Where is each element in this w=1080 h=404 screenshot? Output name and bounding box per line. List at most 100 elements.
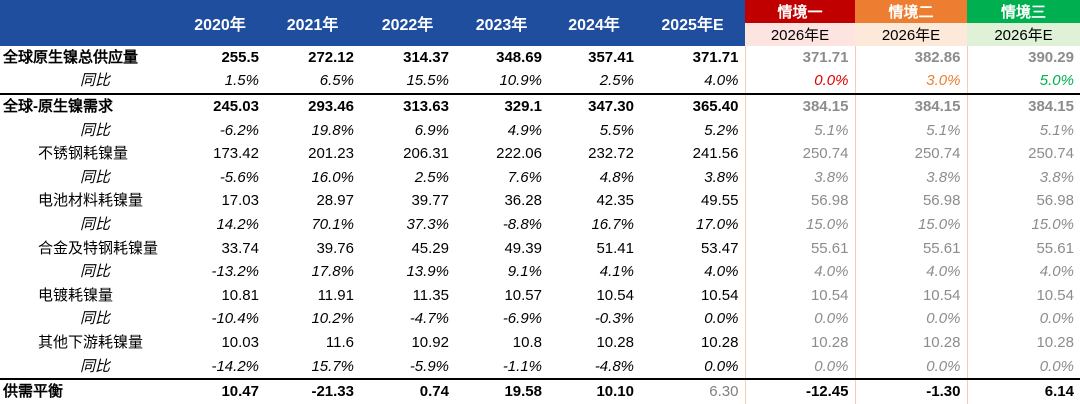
value-cell: 15.7% — [311, 357, 354, 375]
value-cell: 55.61 — [744, 236, 855, 261]
value-cell: 4.0% — [744, 260, 855, 284]
year-header: 2024年 — [548, 0, 640, 46]
value-cell: 201.23 — [308, 145, 354, 163]
value-cell: 314.37 — [403, 48, 449, 66]
table-row: 电池材料耗镍量 17.03 28.97 39.77 36.28 42.35 49.55 56.… — [0, 189, 1080, 214]
value-cell: 10.92 — [411, 333, 449, 351]
value-cell: 4.0% — [704, 72, 739, 90]
value-cell: 0.0% — [966, 354, 1080, 380]
row-label: 供需平衡 — [0, 378, 175, 404]
value-cell: 15.0% — [744, 213, 855, 237]
value-cell: 3.8% — [704, 168, 739, 186]
value-cell: 19.8% — [311, 121, 354, 139]
value-cell: 293.46 — [265, 93, 360, 119]
year-header: 2025年E — [640, 0, 745, 46]
value-cell: 10.28 — [700, 333, 739, 351]
value-cell: -8.8% — [502, 215, 542, 233]
scenario-year: 2026年E — [967, 23, 1080, 46]
value-cell: 16.7% — [591, 215, 634, 233]
table-row: 同比 1.5% 6.5% 15.5% 10.9% 2.5% 4.0% 0.0% 3.0% 5.0% — [0, 69, 1080, 95]
value-cell: 49.39 — [504, 239, 542, 257]
value-cell: 0.74 — [360, 378, 455, 404]
value-cell: 390.29 — [966, 46, 1080, 70]
value-cell: 5.2% — [704, 121, 739, 139]
value-cell: 250.74 — [854, 142, 967, 166]
value-cell: 14.2% — [216, 215, 259, 233]
value-cell: 10.2% — [311, 310, 354, 328]
year-header: 2020年 — [175, 0, 265, 46]
value-cell: 15.5% — [406, 72, 449, 90]
value-cell: 371.71 — [744, 46, 855, 70]
value-cell: 11.91 — [317, 286, 354, 304]
value-cell: 6.14 — [966, 378, 1080, 404]
value-cell: 55.61 — [966, 236, 1080, 261]
value-cell: 0.0% — [744, 307, 855, 332]
value-cell: -0.3% — [594, 310, 634, 328]
scenario-header: 情境二 — [855, 0, 967, 23]
value-cell: 10.54 — [700, 286, 739, 304]
value-cell: 10.54 — [596, 286, 634, 304]
value-cell: 3.8% — [744, 165, 855, 190]
value-cell: 245.03 — [175, 93, 265, 119]
value-cell: 255.5 — [221, 48, 259, 66]
value-cell: 10.28 — [596, 333, 634, 351]
value-cell: 11.35 — [412, 286, 449, 304]
value-cell: 13.9% — [406, 263, 449, 281]
value-cell: 5.1% — [854, 118, 967, 143]
value-cell: 206.31 — [403, 145, 449, 163]
value-cell: -12.45 — [744, 378, 855, 404]
value-cell: 6.30 — [640, 378, 745, 404]
value-cell: 56.98 — [854, 189, 967, 214]
value-cell: 0.0% — [704, 357, 739, 375]
value-cell: -4.7% — [409, 310, 449, 328]
value-cell: 10.54 — [854, 283, 967, 308]
value-cell: 10.28 — [854, 331, 967, 355]
table-row: 全球原生镍总供应量 255.5 272.12 314.37 348.69 357.41 37… — [0, 46, 1080, 70]
row-label: 电池材料耗镍量 — [38, 192, 144, 210]
value-cell: 42.35 — [596, 192, 634, 210]
row-label: 全球-原生镍需求 — [0, 93, 175, 119]
value-cell: 10.28 — [966, 331, 1080, 355]
table-row: 同比 -13.2% 17.8% 13.9% 9.1% 4.1% 4.0% 4.0% 4.0% 4.… — [0, 260, 1080, 284]
value-cell: 5.1% — [744, 118, 855, 143]
value-cell: 348.69 — [496, 48, 542, 66]
table-row: 合金及特钢耗镍量 33.74 39.76 45.29 49.39 51.41 53.47 55… — [0, 236, 1080, 261]
row-label: 同比 — [80, 357, 111, 375]
value-cell: -5.9% — [409, 357, 449, 375]
value-cell: -6.2% — [219, 121, 259, 139]
value-cell: 39.77 — [411, 192, 449, 210]
scenario-header: 情境一 — [745, 0, 855, 23]
value-cell: 384.15 — [854, 93, 967, 119]
value-cell: 5.1% — [966, 118, 1080, 143]
value-cell: 9.1% — [507, 263, 542, 281]
row-label: 同比 — [80, 168, 111, 186]
year-header: 2022年 — [360, 0, 455, 46]
value-cell: 6.5% — [319, 72, 354, 90]
table-row: 同比 -6.2% 19.8% 6.9% 4.9% 5.5% 5.2% 5.1% 5.1% 5.1% — [0, 118, 1080, 143]
value-cell: 10.47 — [175, 378, 265, 404]
value-cell: 2.5% — [599, 72, 634, 90]
value-cell: 17.0% — [695, 215, 739, 233]
table-row: 同比 -14.2% 15.7% -5.9% -1.1% -4.8% 0.0% 0.0% 0.0%… — [0, 354, 1080, 380]
value-cell: 1.5% — [224, 72, 259, 90]
table-row: 供需平衡 10.47 -21.33 0.74 19.58 10.10 6.30 -12.45-… — [0, 378, 1080, 404]
table-row: 同比 -5.6% 16.0% 2.5% 7.6% 4.8% 3.8% 3.8% 3.8% 3.8% — [0, 165, 1080, 190]
value-cell: 250.74 — [744, 142, 855, 166]
scenario-header: 情境三 — [967, 0, 1080, 23]
value-cell: 10.10 — [548, 378, 640, 404]
value-cell: 10.54 — [744, 283, 855, 308]
row-label: 其他下游耗镍量 — [38, 333, 144, 351]
value-cell: 4.0% — [854, 260, 967, 284]
value-cell: 33.74 — [221, 239, 259, 257]
table-header: 2020年 2021年 2022年 2023年 2024年 2025年E 情境一… — [0, 0, 1080, 46]
value-cell: -1.1% — [502, 357, 542, 375]
table-body: 全球原生镍总供应量 255.5 272.12 314.37 348.69 357.41 37… — [0, 46, 1080, 404]
value-cell: 313.63 — [360, 93, 455, 119]
value-cell: 0.0% — [966, 307, 1080, 332]
value-cell: 15.0% — [966, 213, 1080, 237]
value-cell: 173.42 — [213, 145, 259, 163]
value-cell: 3.0% — [854, 69, 967, 95]
value-cell: 70.1% — [311, 215, 354, 233]
